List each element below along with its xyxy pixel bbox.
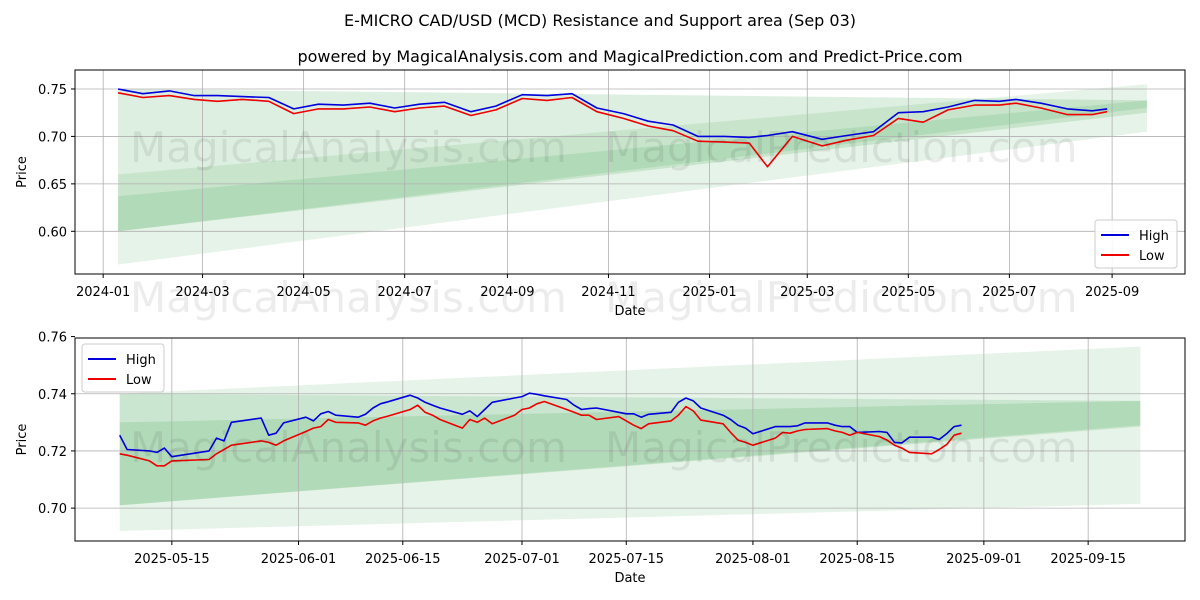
support-resistance-band-1 — [119, 346, 1141, 531]
x-tick-label: 2025-01 — [682, 285, 736, 300]
x-tick-label: 2024-01 — [76, 285, 130, 300]
axes-frame — [74, 69, 1186, 275]
series-line-high — [118, 392, 962, 458]
watermark-text: MagicalAnalysis.com — [130, 273, 567, 322]
x-tick-label: 2024-09 — [480, 285, 534, 300]
x-tick-label: 2025-03 — [780, 285, 834, 300]
plot-area — [75, 70, 1185, 274]
y-tick-label: 0.76 — [38, 331, 67, 346]
axes-frame — [74, 337, 1186, 542]
x-tick-label: 2024-11 — [581, 285, 635, 300]
watermarks: MagicalAnalysis.com MagicalPrediction.com… — [130, 123, 1078, 472]
x-tick-label: 2025-09 — [1085, 285, 1139, 300]
y-tick-label: 0.75 — [38, 83, 67, 98]
y-axis-label: Price — [15, 156, 30, 188]
x-tick-label: 2025-09-15 — [1050, 552, 1126, 567]
legend: High Low — [1094, 219, 1178, 269]
x-axis-label: Date — [614, 304, 645, 319]
legend-label-high: High — [1139, 229, 1169, 244]
series-line-low — [119, 400, 962, 467]
legend-box — [81, 343, 165, 393]
x-tick-label: 2025-06-15 — [365, 552, 441, 567]
legend-box — [1094, 219, 1178, 269]
y-axis-label: Price — [15, 424, 30, 456]
legend-label-high: High — [126, 353, 156, 368]
x-tick-label: 2024-05 — [276, 285, 330, 300]
x-tick-label: 2025-05-15 — [134, 552, 210, 567]
x-tick-label: 2025-09-01 — [946, 552, 1022, 567]
x-axis-label: Date — [614, 571, 645, 586]
chart-title: E-MICRO CAD/USD (MCD) Resistance and Sup… — [344, 11, 856, 30]
y-tick-label: 0.70 — [38, 502, 67, 517]
y-tick-label: 0.72 — [38, 445, 67, 460]
legend-label-low: Low — [1139, 249, 1165, 264]
y-tick-label: 0.74 — [38, 388, 67, 403]
chart-subtitle: powered by MagicalAnalysis.com and Magic… — [297, 47, 962, 66]
y-tick-label: 0.60 — [38, 225, 67, 240]
x-tick-label: 2025-07-15 — [588, 552, 664, 567]
watermark-text: MagicalAnalysis.com — [130, 123, 567, 172]
legend-label-low: Low — [126, 373, 152, 388]
x-tick-label: 2025-07-01 — [484, 552, 560, 567]
x-tick-label: 2025-05 — [881, 285, 935, 300]
x-tick-label: 2025-08-01 — [715, 552, 791, 567]
watermark-text: MagicalAnalysis.com — [130, 423, 567, 472]
x-tick-label: 2024-07 — [378, 285, 432, 300]
plot-area — [75, 338, 1185, 541]
legend: High Low — [81, 343, 165, 393]
x-tick-label: 2025-08-15 — [819, 552, 895, 567]
watermark-text: MagicalPrediction.com — [605, 273, 1078, 322]
support-resistance-band-1 — [118, 84, 1147, 265]
support-resistance-band-3 — [118, 100, 1147, 232]
x-tick-label: 2025-07 — [982, 285, 1036, 300]
top-chart-panel: 2024-01 2024-03 2024-05 2024-07 2024-09 2024-… — [15, 69, 1186, 319]
series-line-low — [117, 92, 1108, 168]
watermark-text: MagicalPrediction.com — [605, 123, 1078, 172]
x-tick-label: 2025-06-01 — [261, 552, 337, 567]
bottom-chart-panel: 2025-05-15 2025-06-01 2025-06-15 2025-07-01… — [15, 331, 1186, 586]
series-line-high — [117, 88, 1108, 141]
support-resistance-band-2 — [119, 400, 1141, 506]
x-tick-label: 2024-03 — [175, 285, 229, 300]
support-resistance-band-3 — [119, 393, 1141, 506]
y-tick-label: 0.65 — [38, 178, 67, 193]
y-tick-label: 0.70 — [38, 130, 67, 145]
watermark-text: MagicalPrediction.com — [605, 423, 1078, 472]
